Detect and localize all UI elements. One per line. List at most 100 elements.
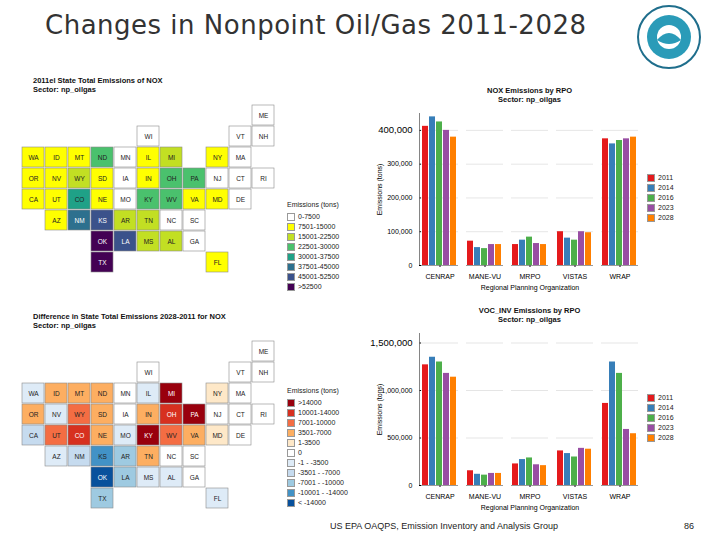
svg-text:1,500,000: 1,500,000 [370, 337, 412, 348]
svg-text:200,000: 200,000 [387, 194, 412, 201]
svg-text:DE: DE [236, 432, 246, 439]
svg-text:VT: VT [236, 369, 244, 376]
svg-text:NC: NC [167, 453, 177, 460]
svg-text:NY: NY [213, 390, 223, 397]
svg-text:NH: NH [259, 369, 269, 376]
svg-text:RI: RI [260, 411, 267, 418]
svg-text:CENRAP: CENRAP [425, 493, 455, 500]
svg-text:Regional Planning Organization: Regional Planning Organization [481, 284, 580, 292]
svg-text:VA: VA [190, 196, 199, 203]
svg-text:500,000: 500,000 [387, 434, 412, 441]
svg-text:MO: MO [120, 196, 130, 203]
svg-text:100,000: 100,000 [387, 228, 412, 235]
svg-text:OH: OH [167, 175, 177, 182]
svg-text:ND: ND [98, 390, 108, 397]
svg-text:ME: ME [259, 348, 269, 355]
svg-text:AZ: AZ [52, 217, 60, 224]
svg-text:IL: IL [146, 154, 152, 161]
svg-text:SC: SC [190, 453, 199, 460]
svg-text:MD: MD [212, 432, 222, 439]
svg-text:IN: IN [145, 175, 152, 182]
svg-text:0: 0 [409, 262, 413, 269]
svg-text:MT: MT [75, 154, 84, 161]
svg-text:MANE-VU: MANE-VU [469, 493, 501, 500]
svg-text:Emissions (tons): Emissions (tons) [376, 384, 384, 436]
svg-text:PA: PA [190, 411, 199, 418]
svg-text:CT: CT [236, 175, 245, 182]
svg-text:VT: VT [236, 133, 244, 140]
svg-text:CO: CO [75, 432, 85, 439]
svg-text:MO: MO [120, 432, 130, 439]
svg-text:IL: IL [146, 390, 152, 397]
svg-text:WI: WI [145, 369, 153, 376]
svg-text:0: 0 [409, 482, 413, 489]
svg-text:NE: NE [98, 432, 108, 439]
svg-text:UT: UT [52, 196, 61, 203]
svg-text:MI: MI [168, 390, 175, 397]
svg-text:OR: OR [29, 175, 39, 182]
svg-text:IN: IN [145, 411, 152, 418]
svg-text:OK: OK [98, 474, 108, 481]
svg-text:KS: KS [98, 217, 107, 224]
svg-text:1,000,000: 1,000,000 [381, 387, 412, 394]
svg-text:AZ: AZ [52, 453, 60, 460]
svg-text:MRPO: MRPO [520, 493, 542, 500]
svg-text:WV: WV [166, 432, 177, 439]
svg-text:AL: AL [168, 474, 176, 481]
svg-text:VISTAS: VISTAS [563, 273, 588, 280]
svg-text:CO: CO [75, 196, 85, 203]
svg-text:CENRAP: CENRAP [425, 273, 455, 280]
svg-text:SC: SC [190, 217, 199, 224]
svg-text:TN: TN [144, 217, 153, 224]
svg-text:LA: LA [122, 474, 131, 481]
svg-text:MS: MS [144, 474, 154, 481]
svg-text:NJ: NJ [214, 175, 222, 182]
svg-text:WI: WI [145, 133, 153, 140]
svg-text:DE: DE [236, 196, 246, 203]
svg-text:WY: WY [74, 175, 85, 182]
svg-text:OK: OK [98, 238, 108, 245]
svg-text:TX: TX [98, 259, 107, 266]
svg-text:Regional Planning Organization: Regional Planning Organization [481, 504, 580, 512]
svg-text:LA: LA [122, 238, 131, 245]
svg-text:MN: MN [120, 154, 130, 161]
svg-text:NE: NE [98, 196, 108, 203]
svg-text:Emissions (tons): Emissions (tons) [376, 164, 384, 216]
svg-text:300,000: 300,000 [387, 160, 412, 167]
svg-text:ND: ND [98, 154, 108, 161]
svg-text:MT: MT [75, 390, 84, 397]
svg-text:GA: GA [190, 474, 200, 481]
svg-text:NV: NV [52, 175, 62, 182]
svg-text:VISTAS: VISTAS [563, 493, 588, 500]
svg-text:WRAP: WRAP [610, 493, 631, 500]
svg-text:WV: WV [166, 196, 177, 203]
svg-text:CT: CT [236, 411, 245, 418]
svg-text:ME: ME [259, 112, 269, 119]
svg-text:NM: NM [74, 453, 84, 460]
svg-text:WRAP: WRAP [610, 273, 631, 280]
svg-text:ID: ID [53, 390, 60, 397]
svg-text:UT: UT [52, 432, 61, 439]
svg-text:NY: NY [213, 154, 223, 161]
svg-text:NM: NM [74, 217, 84, 224]
svg-text:MD: MD [212, 196, 222, 203]
svg-text:MI: MI [168, 154, 175, 161]
svg-text:MS: MS [144, 238, 154, 245]
svg-text:VA: VA [190, 432, 199, 439]
svg-text:PA: PA [190, 175, 199, 182]
svg-text:AR: AR [121, 453, 130, 460]
svg-text:RI: RI [260, 175, 267, 182]
svg-text:FL: FL [214, 495, 222, 502]
svg-text:MN: MN [120, 390, 130, 397]
svg-text:NC: NC [167, 217, 177, 224]
svg-text:IA: IA [122, 411, 129, 418]
svg-text:ID: ID [53, 154, 60, 161]
svg-text:NH: NH [259, 133, 269, 140]
svg-text:NJ: NJ [214, 411, 222, 418]
svg-text:WA: WA [28, 390, 39, 397]
svg-text:SD: SD [98, 175, 107, 182]
svg-text:MANE-VU: MANE-VU [469, 273, 501, 280]
svg-text:MA: MA [236, 390, 246, 397]
svg-text:400,000: 400,000 [378, 124, 412, 135]
svg-text:CA: CA [29, 432, 39, 439]
